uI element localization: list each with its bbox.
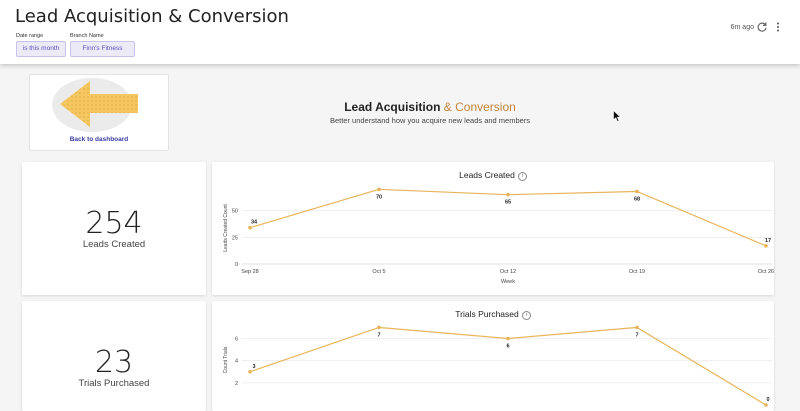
x-tick-label: Oct 26 (758, 269, 774, 275)
data-label: 68 (634, 196, 640, 202)
data-point (248, 369, 252, 374)
y-tick-label: 0 (235, 262, 238, 268)
data-point (248, 225, 252, 230)
x-tick-label: Oct 12 (500, 269, 516, 275)
back-to-dashboard-link[interactable]: Back to dashboard (69, 136, 129, 143)
x-axis-label: Week (501, 279, 515, 285)
chart-title-container: Leads Created i (212, 170, 774, 181)
filter-branch-name[interactable]: Finn's Fitness (70, 41, 135, 57)
chart-title: Leads Created (459, 170, 515, 180)
more-vert-icon[interactable] (774, 21, 782, 33)
data-point (506, 192, 510, 197)
last-updated: 6m ago (730, 24, 754, 31)
kpi-card-trials: 23 Trials Purchased (22, 301, 206, 411)
data-label: 3 (252, 364, 255, 370)
chart-card-trials: Trials Purchased i 2 4 6 Count Trials 3 7 6 7 0 (212, 301, 774, 411)
y-axis-label: Leads Created Count (223, 204, 229, 252)
kpi-card-leads: 254 Leads Created (22, 162, 206, 295)
y-tick-label: 50 (232, 209, 238, 215)
data-point (635, 189, 639, 194)
x-tick-label: Oct 19 (629, 269, 645, 275)
filter-label-date-range: Date range (16, 33, 44, 39)
data-label: 17 (765, 238, 771, 244)
data-point (635, 325, 639, 330)
data-label: 65 (505, 200, 511, 206)
y-tick-label: 6 (235, 337, 238, 343)
chart-title-container: Trials Purchased i (212, 309, 774, 320)
section-title-main: Lead Acquisition (344, 100, 441, 114)
info-icon[interactable]: i (517, 172, 527, 181)
mouse-cursor-icon (613, 110, 621, 122)
data-point (764, 403, 768, 407)
x-tick-label: Oct 5 (372, 269, 385, 275)
back-arrow-icon (52, 78, 138, 132)
y-tick-label: 25 (232, 235, 238, 241)
chart-title: Trials Purchased (455, 309, 519, 319)
data-point (377, 325, 381, 330)
chart-card-leads: Leads Created i 0 25 50 Sep 28 Oct 5 Oct 12 Oct… (212, 162, 774, 295)
data-label: 6 (506, 344, 509, 350)
y-axis-label: Count Trials (223, 346, 229, 373)
leads-line-chart: 0 25 50 Sep 28 Oct 5 Oct 12 Oct 19 Oct 26 Week Le… (223, 187, 774, 285)
data-label: 0 (766, 397, 769, 403)
y-tick-label: 2 (235, 381, 238, 387)
dashboard-title: Lead Acquisition & Conversion (15, 6, 289, 27)
kpi-label: Trials Purchased (78, 378, 150, 389)
back-to-dashboard-card[interactable]: Back to dashboard (29, 74, 169, 151)
section-subtitle: Better understand how you acquire new le… (329, 116, 531, 125)
data-point (764, 244, 768, 248)
section-title: Lead Acquisition & Conversion (230, 100, 630, 114)
trials-line-chart: 2 4 6 Count Trials 3 7 6 7 0 (223, 325, 772, 407)
x-tick-label: Sep 28 (241, 269, 258, 275)
section-title-accent: & Conversion (443, 100, 516, 114)
filter-label-branch: Branch Name (70, 33, 104, 39)
data-label: 70 (376, 194, 382, 200)
kpi-label: Leads Created (82, 239, 146, 250)
dashboard-header: Lead Acquisition & Conversion Date range… (0, 0, 800, 64)
refresh-icon[interactable] (756, 21, 768, 33)
data-label: 7 (377, 332, 380, 338)
data-point (506, 336, 510, 341)
data-label: 7 (635, 332, 638, 338)
kpi-value: 23 (94, 345, 134, 380)
data-label: 34 (251, 220, 258, 226)
kpi-value: 254 (85, 206, 143, 241)
filter-date-range[interactable]: is this month (16, 41, 66, 57)
data-point (377, 187, 381, 192)
y-tick-label: 4 (235, 359, 238, 365)
info-icon[interactable]: i (521, 311, 531, 320)
